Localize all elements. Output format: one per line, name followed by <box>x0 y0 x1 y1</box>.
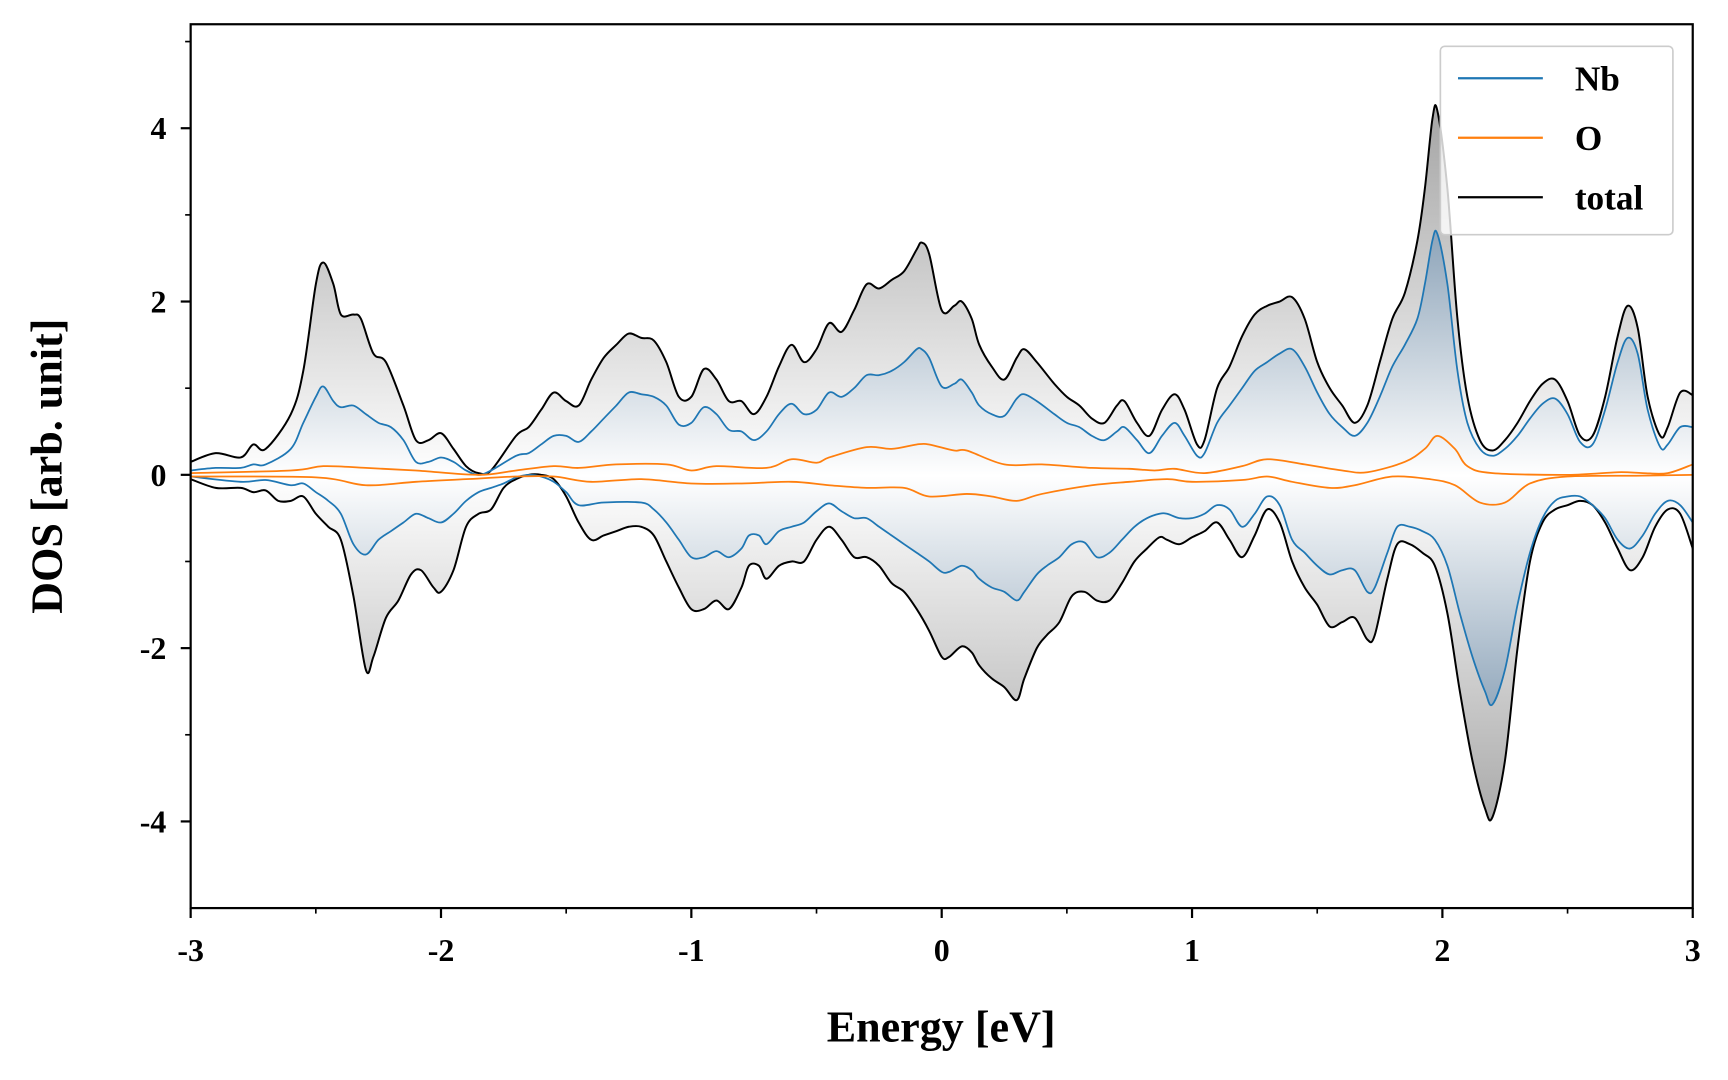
x-tick-label: -1 <box>678 933 705 968</box>
x-tick-label: 1 <box>1184 933 1200 968</box>
series-line-nb-down <box>190 473 1693 707</box>
x-axis-label: Energy [eV] <box>827 1002 1056 1051</box>
y-tick-label: 4 <box>150 111 166 146</box>
y-axis-label: DOS [arb. unit] <box>23 319 72 614</box>
y-tick-label: 0 <box>150 458 166 493</box>
x-tick-label: 3 <box>1685 933 1701 968</box>
fill-total-up <box>190 105 1693 475</box>
series-line-total-down <box>190 473 1693 822</box>
x-tick-label: -3 <box>177 933 204 968</box>
fill-nb-down <box>190 474 1693 706</box>
series-line-o-up <box>190 434 1693 476</box>
legend-label-o: O <box>1575 119 1602 158</box>
legend-label-nb: Nb <box>1575 59 1620 98</box>
series-line-o-down <box>190 473 1693 506</box>
y-tick-label: -2 <box>140 631 167 666</box>
series-line-nb-up <box>190 229 1693 476</box>
series-line-total-up <box>190 104 1693 476</box>
x-tick-label: 0 <box>934 933 950 968</box>
y-tick-label: -4 <box>140 804 167 839</box>
x-tick-label: 2 <box>1434 933 1450 968</box>
fill-nb-up <box>190 230 1693 475</box>
y-tick-label: 2 <box>150 285 166 320</box>
legend-label-total: total <box>1575 178 1644 217</box>
legend-box <box>1439 45 1674 236</box>
x-tick-label: -2 <box>428 933 455 968</box>
